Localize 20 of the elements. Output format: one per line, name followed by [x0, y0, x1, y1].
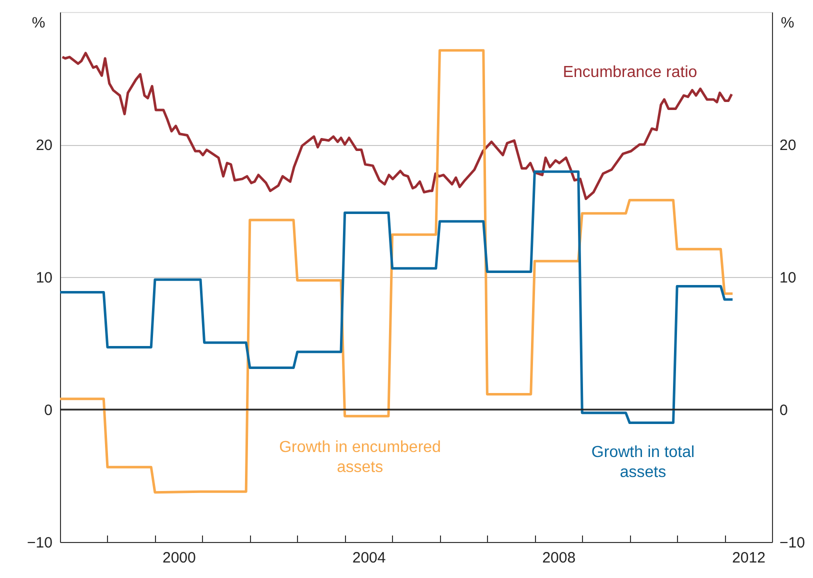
y-tick-label: 10: [36, 270, 52, 286]
x-tick-label: 2012: [732, 550, 766, 566]
series-label: Growth in total assets: [591, 444, 695, 481]
y2-tick-label: 20: [780, 137, 796, 154]
x-tick-label: 2000: [162, 550, 196, 566]
y2-tick-label: 10: [780, 270, 796, 286]
text: Growth in encumbered assets: [279, 439, 441, 476]
x-tick-label: 2004: [352, 550, 386, 566]
y-axis-title: %: [32, 14, 46, 32]
y2-tick-label: −10: [780, 534, 805, 552]
line-series: [58, 49, 734, 494]
y2-axis-title: %: [780, 14, 794, 32]
x-tick-label: 2008: [542, 550, 576, 566]
y-tick-label: 20: [36, 137, 52, 154]
line-series: [61, 52, 733, 200]
series-label: Encumbrance ratio: [562, 64, 698, 81]
y-tick-label: 0: [44, 402, 52, 419]
line-series: [58, 170, 734, 424]
y-tick-label: −10: [27, 534, 52, 552]
y2-tick-label: 0: [780, 402, 788, 419]
